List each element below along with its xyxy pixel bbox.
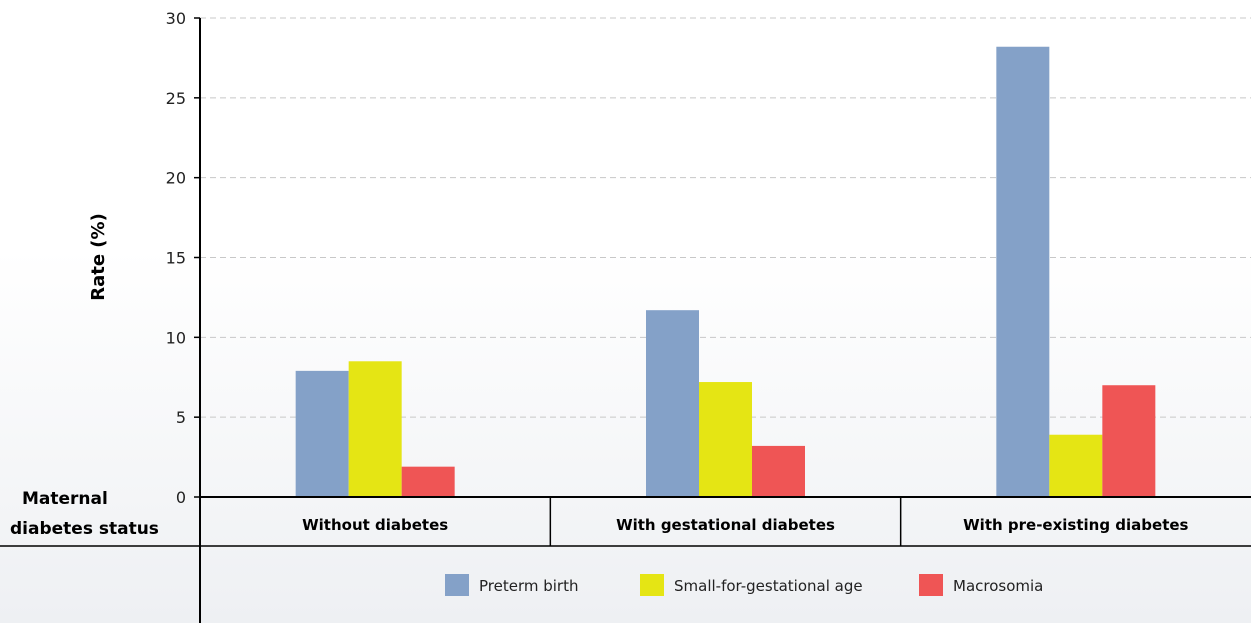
bar-small-for-gestational-age [348, 361, 402, 497]
bar-macrosomia [1102, 385, 1156, 497]
bar-preterm-birth [295, 370, 349, 497]
bars [295, 46, 1156, 498]
legend-swatch [640, 574, 664, 596]
bar-small-for-gestational-age [699, 382, 752, 497]
category-label: With pre-existing diabetes [963, 516, 1188, 534]
bar-preterm-birth [996, 46, 1050, 498]
legend-label: Macrosomia [953, 577, 1043, 595]
bar-small-for-gestational-age [1049, 434, 1103, 497]
bar-macrosomia [401, 466, 455, 497]
y-axis-ticks: 0 5 10 15 20 25 30 [166, 9, 200, 507]
y-tick-label: 20 [166, 169, 186, 188]
y-tick-label: 30 [166, 9, 186, 28]
bar-preterm-birth [646, 310, 699, 497]
y-tick-label: 10 [166, 328, 186, 347]
legend-swatch [445, 574, 469, 596]
gridlines [200, 17, 1251, 418]
legend: Preterm birth Small-for-gestational age Ma… [445, 574, 1043, 596]
legend-label: Small-for-gestational age [674, 577, 863, 595]
bar-macrosomia [752, 445, 805, 497]
row-header-line2: diabetes status [10, 519, 159, 539]
row-header-line1: Maternal [22, 489, 108, 509]
legend-label: Preterm birth [479, 577, 579, 595]
y-tick-label: 5 [176, 408, 186, 427]
y-tick-label: 15 [166, 249, 186, 268]
axes [0, 18, 1251, 623]
y-axis-label: Rate (%) [88, 213, 109, 301]
category-labels: Without diabetes With gestational diabete… [302, 516, 1188, 534]
y-tick-label: 25 [166, 89, 186, 108]
category-label: Without diabetes [302, 516, 448, 534]
legend-swatch [919, 574, 943, 596]
y-tick-label: 0 [176, 488, 186, 507]
category-label: With gestational diabetes [616, 516, 835, 534]
